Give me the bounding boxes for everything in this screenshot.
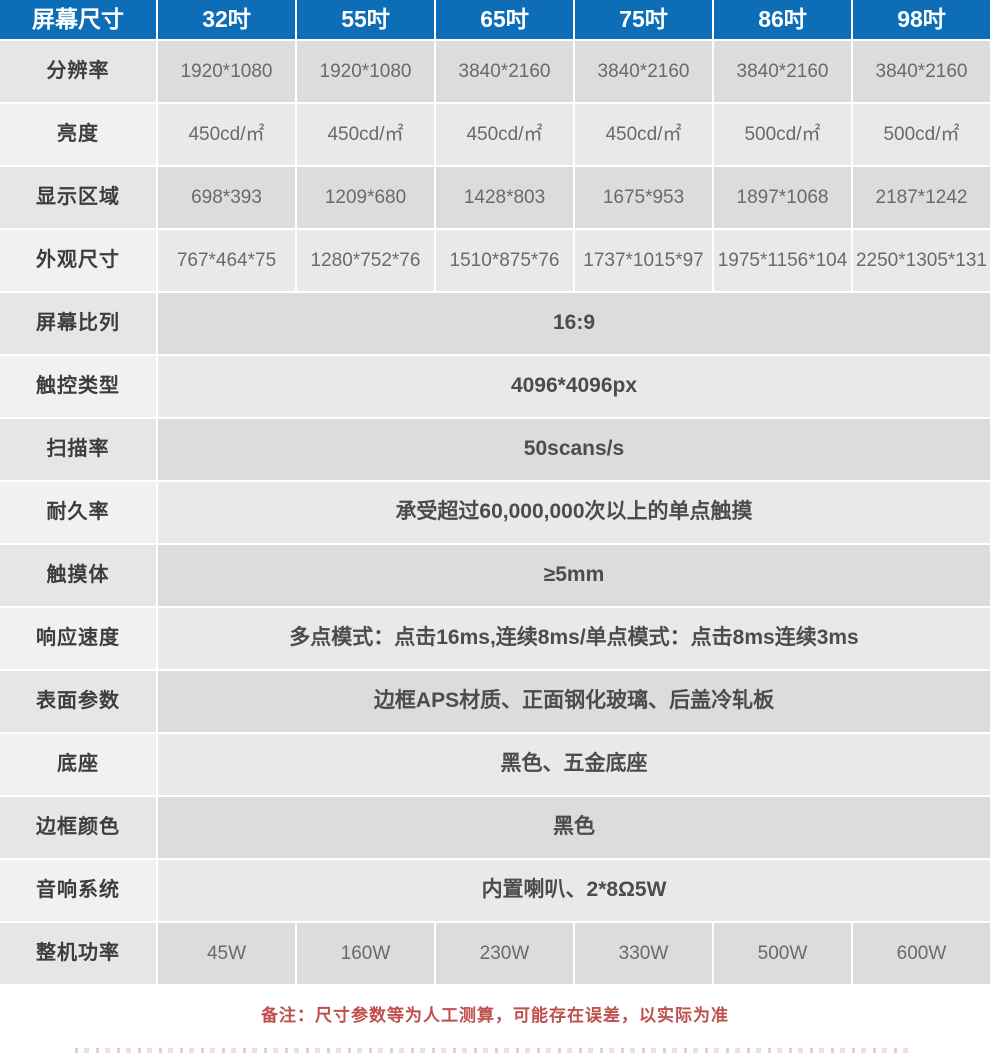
- table-cell-span: 边框APS材质、正面钢化玻璃、后盖冷轧板: [158, 671, 990, 732]
- footer-note: 备注：尺寸参数等为人工测算，可能存在误差，以实际为准: [261, 1006, 729, 1025]
- table-cell: 3840*2160: [575, 41, 712, 102]
- row-label: 表面参数: [0, 671, 156, 732]
- table-cell: 1675*953: [575, 167, 712, 228]
- row-label: 触摸体: [0, 545, 156, 606]
- table-cell: 330W: [575, 923, 712, 984]
- table-cell: 500W: [714, 923, 851, 984]
- table-cell: 500cd/㎡: [853, 104, 990, 165]
- column-header-4: 86吋: [714, 0, 851, 39]
- table-cell: 767*464*75: [158, 230, 295, 291]
- table-cell: 1897*1068: [714, 167, 851, 228]
- table-cell: 1975*1156*104: [714, 230, 851, 291]
- table-cell: 1737*1015*97: [575, 230, 712, 291]
- row-label: 触控类型: [0, 356, 156, 417]
- table-cell-span: 黑色: [158, 797, 990, 858]
- table-cell: 3840*2160: [714, 41, 851, 102]
- row-label: 显示区域: [0, 167, 156, 228]
- row-label: 扫描率: [0, 419, 156, 480]
- column-header-3: 75吋: [575, 0, 712, 39]
- table-cell: 450cd/㎡: [575, 104, 712, 165]
- table-cell: 1280*752*76: [297, 230, 434, 291]
- table-cell-span: 4096*4096px: [158, 356, 990, 417]
- row-label: 底座: [0, 734, 156, 795]
- table-cell: 1428*803: [436, 167, 573, 228]
- table-cell: 1209*680: [297, 167, 434, 228]
- table-cell-span: 黑色、五金底座: [158, 734, 990, 795]
- table-cell: 1920*1080: [158, 41, 295, 102]
- row-label: 耐久率: [0, 482, 156, 543]
- table-cell: 450cd/㎡: [436, 104, 573, 165]
- table-cell-span: 多点模式：点击16ms,连续8ms/单点模式：点击8ms连续3ms: [158, 608, 990, 669]
- row-label: 响应速度: [0, 608, 156, 669]
- table-cell: 2187*1242: [853, 167, 990, 228]
- table-cell: 230W: [436, 923, 573, 984]
- table-cell: 600W: [853, 923, 990, 984]
- column-header-0: 32吋: [158, 0, 295, 39]
- table-cell: 45W: [158, 923, 295, 984]
- table-cell: 3840*2160: [853, 41, 990, 102]
- row-label: 屏幕比列: [0, 293, 156, 354]
- table-cell: 698*393: [158, 167, 295, 228]
- row-label: 亮度: [0, 104, 156, 165]
- table-cell: 3840*2160: [436, 41, 573, 102]
- spec-table: 屏幕尺寸 32吋 55吋 65吋 75吋 86吋 98吋 分辨率 1920*1080 1920*1…: [0, 0, 990, 984]
- table-cell: 1920*1080: [297, 41, 434, 102]
- table-cell-span: 承受超过60,000,000次以上的单点触摸: [158, 482, 990, 543]
- row-label: 边框颜色: [0, 797, 156, 858]
- table-cell: 500cd/㎡: [714, 104, 851, 165]
- column-header-1: 55吋: [297, 0, 434, 39]
- row-label: 音响系统: [0, 860, 156, 921]
- table-cell-span: 内置喇叭、2*8Ω5W: [158, 860, 990, 921]
- table-cell: 1510*875*76: [436, 230, 573, 291]
- header-row-label: 屏幕尺寸: [0, 0, 156, 39]
- table-cell: 450cd/㎡: [297, 104, 434, 165]
- table-cell: 160W: [297, 923, 434, 984]
- cutoff-text-remnant: [75, 1048, 915, 1053]
- table-cell: 2250*1305*131: [853, 230, 990, 291]
- row-label: 分辨率: [0, 41, 156, 102]
- table-cell-span: 16:9: [158, 293, 990, 354]
- column-header-2: 65吋: [436, 0, 573, 39]
- table-cell-span: ≥5mm: [158, 545, 990, 606]
- row-label: 外观尺寸: [0, 230, 156, 291]
- table-cell: 450cd/㎡: [158, 104, 295, 165]
- column-header-5: 98吋: [853, 0, 990, 39]
- row-label: 整机功率: [0, 923, 156, 984]
- table-cell-span: 50scans/s: [158, 419, 990, 480]
